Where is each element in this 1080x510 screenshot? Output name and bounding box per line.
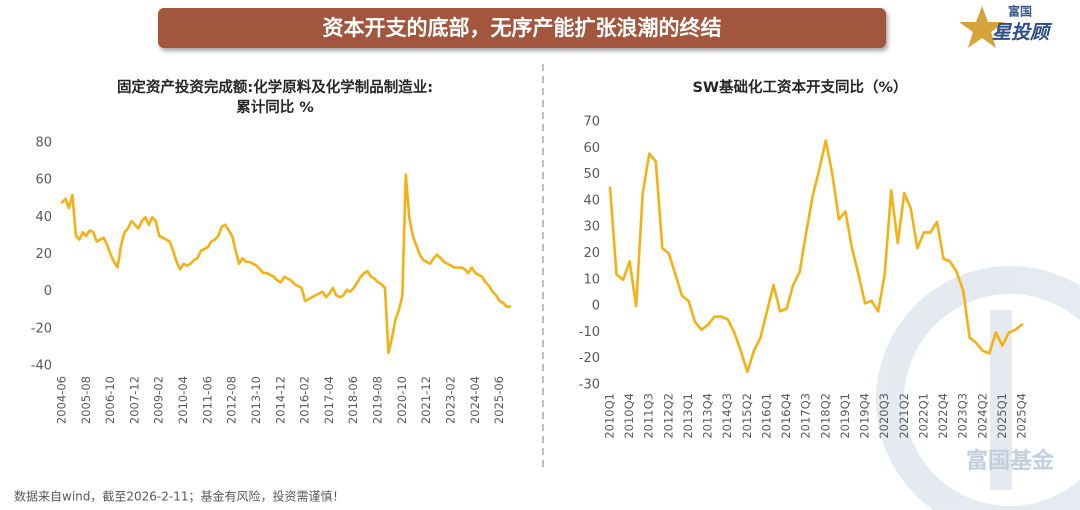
x-tick-label: 2019Q4: [858, 393, 872, 439]
y-tick-label: 80: [35, 136, 52, 151]
x-tick-label: 2024-04: [468, 376, 482, 424]
y-tick-label: -40: [31, 359, 52, 374]
x-tick-label: 2011-06: [200, 376, 214, 424]
x-tick-label: 2022Q1: [916, 393, 930, 439]
data-line: [60, 173, 512, 355]
y-tick-label: 30: [583, 220, 600, 235]
x-tick-label: 2013-10: [249, 376, 263, 424]
watermark-logo: [876, 266, 1080, 510]
y-tick-label: 60: [583, 141, 600, 156]
x-tick-label: 2021Q2: [897, 393, 911, 439]
x-tick-label: 2005-08: [79, 376, 93, 424]
x-tick-label: 2025Q4: [1015, 393, 1029, 439]
x-tick-label: 2015Q2: [740, 393, 754, 439]
x-tick-label: 2010Q1: [603, 393, 617, 439]
y-tick-label: -10: [579, 325, 600, 340]
x-tick-label: 2018-06: [346, 376, 360, 424]
x-tick-label: 2013Q1: [681, 393, 695, 439]
x-tick-label: 2006-10: [103, 376, 117, 424]
chart-title: 累计同比 %: [236, 98, 314, 116]
x-tick-label: 2010-04: [176, 376, 190, 424]
x-tick-label: 2019-08: [371, 376, 385, 424]
y-tick-label: -20: [579, 351, 600, 366]
watermark-text: 富国基金: [966, 448, 1055, 474]
y-tick-label: 0: [44, 284, 52, 299]
x-tick-label: 2025-06: [492, 376, 506, 424]
logo-star: [959, 6, 1005, 48]
y-tick-label: 50: [583, 167, 600, 182]
y-tick-label: 20: [583, 246, 600, 261]
x-tick-label: 2004-06: [55, 376, 69, 424]
x-tick-label: 2023-02: [443, 376, 457, 424]
x-tick-label: 2016Q4: [779, 393, 793, 439]
x-tick-label: 2016-02: [298, 376, 312, 424]
x-tick-label: 2007-12: [127, 376, 141, 424]
x-tick-label: 2023Q3: [956, 393, 970, 439]
x-tick-label: 2014-12: [273, 376, 287, 424]
x-tick-label: 2019Q1: [838, 393, 852, 439]
x-tick-label: 2010Q4: [622, 393, 636, 439]
y-tick-label: -20: [31, 321, 52, 336]
x-tick-label: 2014Q3: [720, 393, 734, 439]
y-tick-label: 20: [35, 247, 52, 262]
y-tick-label: 0: [592, 299, 600, 314]
x-tick-label: 2012Q2: [661, 393, 675, 439]
y-tick-label: 40: [583, 193, 600, 208]
chart-title: SW基础化工资本开支同比（%）: [693, 78, 908, 96]
x-tick-label: 2013Q4: [701, 393, 715, 439]
x-tick-label: 2016Q1: [759, 393, 773, 439]
header-banner: [158, 8, 886, 48]
y-tick-label: 70: [583, 115, 600, 130]
x-tick-label: 2020-10: [395, 376, 409, 424]
x-tick-label: 2012-08: [225, 376, 239, 424]
y-tick-label: 60: [35, 173, 52, 188]
x-tick-label: 2025Q1: [995, 393, 1009, 439]
x-tick-label: 2009-02: [152, 376, 166, 424]
x-tick-label: 2024Q2: [975, 393, 989, 439]
header-title: 资本开支的底部，无序产能扩张浪潮的终结: [323, 16, 722, 40]
x-tick-label: 2020Q3: [877, 393, 891, 439]
y-tick-label: 10: [583, 272, 600, 287]
logo-main: 星投顾: [992, 22, 1053, 44]
logo-top: 富国: [1008, 4, 1032, 19]
x-tick-label: 2017Q3: [799, 393, 813, 439]
data-line: [608, 139, 1024, 374]
y-tick-label: -30: [579, 378, 600, 393]
x-tick-label: 2011Q3: [642, 393, 656, 439]
x-tick-label: 2021-12: [419, 376, 433, 424]
x-tick-label: 2018Q2: [818, 393, 832, 439]
footer-note: 数据来自wind，截至2026-2-11；基金有风险，投资需谨慎！: [14, 489, 344, 504]
x-tick-label: 2022Q4: [936, 393, 950, 439]
chart-title: 固定资产投资完成额:化学原料及化学制品制造业:: [117, 78, 433, 96]
y-tick-label: 40: [35, 210, 52, 225]
x-tick-label: 2017-04: [322, 376, 336, 424]
